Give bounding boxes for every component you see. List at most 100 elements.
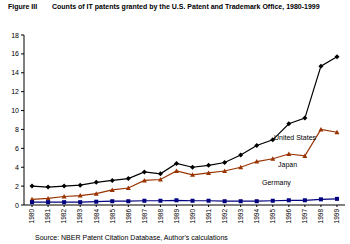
y-tick xyxy=(21,186,24,187)
series-line xyxy=(32,129,337,199)
x-tick-label: 1999 xyxy=(333,209,340,224)
marker xyxy=(174,169,179,174)
y-tick-label: 2 xyxy=(15,183,19,190)
plot-area xyxy=(30,54,340,204)
marker xyxy=(46,200,50,204)
marker xyxy=(110,199,114,203)
marker xyxy=(239,199,243,203)
marker xyxy=(62,184,67,189)
marker xyxy=(238,165,243,170)
y-tick xyxy=(21,129,24,130)
marker xyxy=(158,177,163,182)
x-tick-label: 1994 xyxy=(253,209,260,224)
x-tick-label: 1993 xyxy=(237,209,244,224)
x-tick xyxy=(208,205,209,207)
series-label: Germany xyxy=(262,179,291,187)
x-tick-label: 1982 xyxy=(60,209,67,224)
y-tick-label: 16 xyxy=(11,50,19,57)
x-tick xyxy=(64,205,65,207)
marker xyxy=(110,187,115,192)
x-tick-label: 1988 xyxy=(157,209,164,224)
marker xyxy=(238,152,243,157)
marker xyxy=(126,186,131,191)
marker xyxy=(174,161,179,166)
x-tick-label: 1992 xyxy=(221,209,228,224)
chart: Figure III Counts of IT patents granted b… xyxy=(0,0,350,244)
x-tick xyxy=(48,205,49,207)
marker xyxy=(287,198,291,202)
marker xyxy=(271,199,275,203)
x-tick xyxy=(128,205,129,207)
y-tick-label: 18 xyxy=(11,32,19,39)
marker xyxy=(158,171,163,176)
y-tick-label: 8 xyxy=(15,126,19,133)
y-tick xyxy=(21,167,24,168)
x-tick-label: 1980 xyxy=(28,209,35,224)
marker xyxy=(142,169,147,174)
y-tick xyxy=(21,53,24,54)
y-tick xyxy=(21,91,24,92)
series-line xyxy=(32,57,337,187)
marker xyxy=(78,193,83,198)
marker xyxy=(142,199,146,203)
x-tick xyxy=(144,205,145,207)
subtitle: Counts of IT patents granted by the U.S.… xyxy=(52,3,320,11)
marker xyxy=(254,143,259,148)
x-tick xyxy=(32,205,33,207)
x-tick-label: 1985 xyxy=(109,209,116,224)
series-label: Japan xyxy=(278,161,297,169)
marker xyxy=(206,163,211,168)
marker xyxy=(46,185,51,190)
marker xyxy=(191,199,195,203)
x-tick-label: 1987 xyxy=(141,209,148,224)
x-tick xyxy=(112,205,113,207)
marker xyxy=(126,199,130,203)
series-label: United States xyxy=(274,134,317,141)
marker xyxy=(46,196,51,201)
marker xyxy=(303,198,307,202)
marker xyxy=(223,199,227,203)
x-axis xyxy=(24,205,345,206)
y-tick-label: 12 xyxy=(11,88,19,95)
marker xyxy=(110,178,115,183)
marker xyxy=(62,194,67,199)
marker xyxy=(142,178,147,183)
marker xyxy=(255,199,259,203)
marker xyxy=(62,200,66,204)
marker xyxy=(78,183,83,188)
x-tick xyxy=(256,205,257,207)
y-tick xyxy=(21,205,24,206)
marker xyxy=(174,198,178,202)
marker xyxy=(222,169,227,174)
x-tick xyxy=(96,205,97,207)
y-tick-label: 0 xyxy=(15,202,19,209)
marker xyxy=(286,152,291,157)
x-tick xyxy=(320,205,321,207)
y-tick-label: 10 xyxy=(11,107,19,114)
marker xyxy=(94,191,99,196)
marker xyxy=(334,54,339,59)
marker xyxy=(158,199,162,203)
marker xyxy=(302,116,307,121)
x-tick-label: 1981 xyxy=(44,209,51,224)
y-tick xyxy=(21,35,24,36)
marker xyxy=(302,153,307,158)
source: Source: NBER Patent Citation Database, A… xyxy=(35,234,228,241)
y-tick-label: 14 xyxy=(11,69,19,76)
x-tick xyxy=(224,205,225,207)
x-tick-label: 1986 xyxy=(125,209,132,224)
y-tick xyxy=(21,148,24,149)
marker xyxy=(206,170,211,175)
y-tick xyxy=(21,110,24,111)
marker xyxy=(94,200,98,204)
series-line xyxy=(32,199,337,202)
marker xyxy=(318,127,323,132)
marker xyxy=(78,200,82,204)
x-tick-label: 1984 xyxy=(93,209,100,224)
marker xyxy=(30,184,35,189)
x-tick-label: 1989 xyxy=(173,209,180,224)
title: Figure III xyxy=(8,3,37,11)
marker xyxy=(334,130,339,135)
x-tick-label: 1990 xyxy=(189,209,196,224)
marker xyxy=(126,176,131,181)
